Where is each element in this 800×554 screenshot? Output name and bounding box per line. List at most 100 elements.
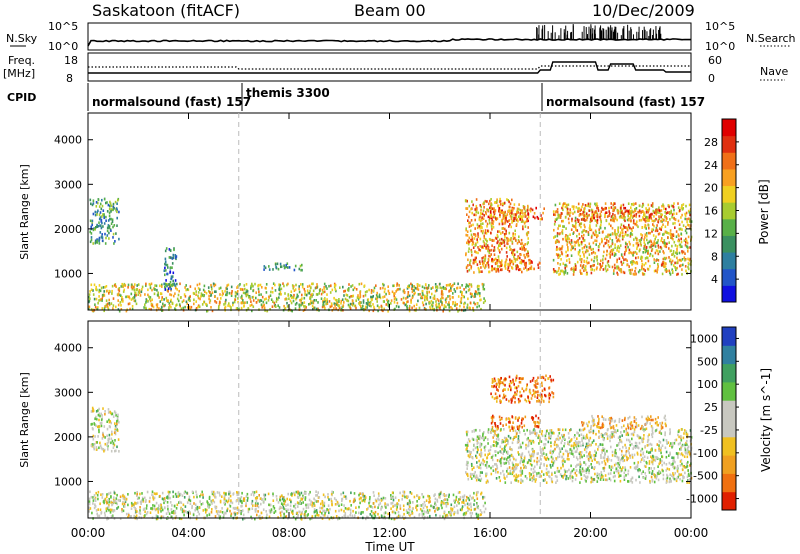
echo-cell <box>377 309 379 313</box>
echo-cell <box>301 510 303 514</box>
echo-cell <box>360 512 362 515</box>
echo-cell <box>471 292 473 296</box>
echo-cell <box>621 231 624 234</box>
echo-cell <box>369 496 371 499</box>
echo-cell <box>428 290 430 294</box>
echo-cell <box>224 511 226 515</box>
echo-cell <box>221 495 223 498</box>
echo-cell <box>303 287 306 291</box>
echo-cell <box>177 299 180 303</box>
echo-cell <box>210 306 212 309</box>
echo-cell <box>602 268 605 271</box>
echo-cell <box>123 505 125 508</box>
echo-cell <box>595 243 597 246</box>
echo-cell <box>630 214 632 218</box>
echo-cell <box>663 244 666 248</box>
echo-cell <box>382 300 385 303</box>
echo-cell <box>343 290 345 293</box>
echo-cell <box>471 239 473 242</box>
echo-cell <box>261 306 263 309</box>
echo-cell <box>184 505 187 508</box>
echo-cell <box>673 255 676 258</box>
echo-cell <box>370 295 372 299</box>
echo-cell <box>195 517 198 521</box>
echo-cell <box>500 211 503 214</box>
echo-cell <box>245 504 247 508</box>
echo-cell <box>251 303 253 307</box>
echo-cell <box>134 291 136 295</box>
echo-cell <box>570 254 573 257</box>
echo-cell <box>93 443 96 446</box>
echo-cell <box>473 295 475 298</box>
echo-cell <box>411 296 414 300</box>
echo-cell <box>511 267 514 270</box>
echo-cell <box>273 507 276 510</box>
echo-cell <box>624 206 627 210</box>
echo-cell <box>651 254 654 258</box>
echo-cell <box>642 218 645 221</box>
echo-cell <box>306 289 309 292</box>
echo-cell <box>394 296 397 300</box>
echo-cell <box>294 264 297 268</box>
echo-cell <box>211 508 213 511</box>
echo-cell <box>681 245 683 248</box>
echo-cell <box>278 292 281 296</box>
echo-cell <box>646 256 649 260</box>
echo-cell <box>283 284 285 288</box>
echo-cell <box>162 515 165 519</box>
echo-cell <box>285 508 287 511</box>
echo-cell <box>165 263 167 267</box>
echo-cell <box>687 250 689 253</box>
echo-cell <box>260 293 262 296</box>
echo-cell <box>164 285 166 289</box>
echo-cell <box>134 491 136 495</box>
echo-cell <box>100 421 103 425</box>
echo-cell <box>495 257 497 261</box>
echo-cell <box>664 230 667 233</box>
echo-cell <box>349 511 352 515</box>
echo-cell <box>605 219 608 223</box>
echo-cell <box>491 267 493 270</box>
echo-cell <box>524 212 526 216</box>
echo-cell <box>171 283 173 287</box>
echo-cell <box>335 498 337 502</box>
echo-cell <box>88 300 90 304</box>
echo-cell <box>563 202 565 205</box>
echo-cell <box>520 216 523 220</box>
echo-cell <box>127 286 129 289</box>
echo-cell <box>244 291 247 295</box>
echo-cell <box>564 235 567 239</box>
echo-cell <box>472 261 475 265</box>
echo-cell <box>408 307 411 310</box>
echo-cell <box>521 270 523 274</box>
echo-cell <box>196 495 198 499</box>
echo-cell <box>136 494 138 497</box>
echo-cell <box>482 256 485 259</box>
echo-cell <box>97 198 100 202</box>
echo-cell <box>581 240 583 244</box>
echo-cell <box>312 308 314 311</box>
echo-cell <box>145 284 147 287</box>
echo-cell <box>481 282 484 286</box>
echo-cell <box>555 248 558 251</box>
echo-cell <box>279 511 282 515</box>
echo-cell <box>519 216 521 220</box>
echo-cell <box>507 266 510 269</box>
echo-cell <box>114 449 116 453</box>
echo-cell <box>233 300 236 304</box>
echo-cell <box>238 307 240 311</box>
echo-cell <box>592 231 595 235</box>
echo-cell <box>309 490 311 494</box>
echo-cell <box>191 490 194 494</box>
echo-cell <box>579 264 582 267</box>
echo-cell <box>358 493 360 497</box>
echo-cell <box>306 514 309 517</box>
echo-cell <box>181 510 184 514</box>
echo-cell <box>212 490 215 494</box>
echo-cell <box>472 496 474 500</box>
echo-cell <box>681 213 683 217</box>
echo-cell <box>514 233 516 236</box>
echo-cell <box>465 253 467 257</box>
echo-cell <box>498 209 500 212</box>
echo-cell <box>455 495 458 499</box>
